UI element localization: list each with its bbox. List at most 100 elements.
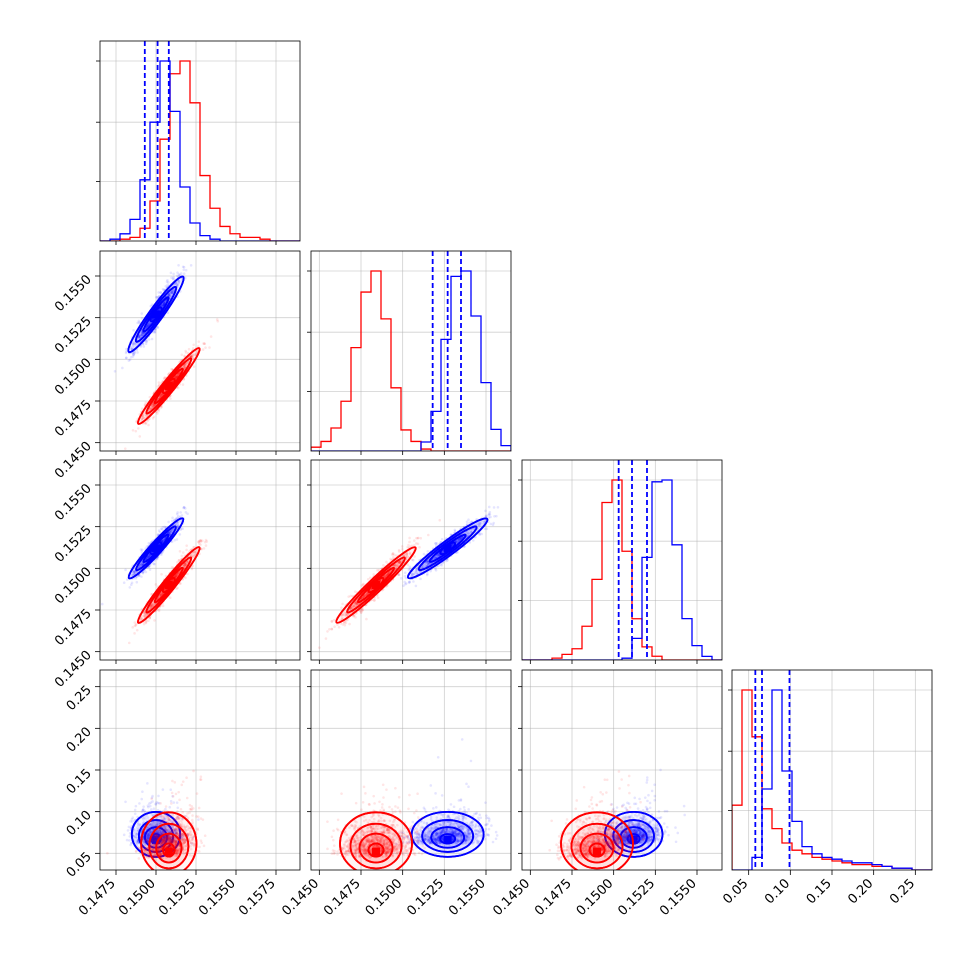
scatter-point [170, 292, 174, 295]
scatter-point [131, 343, 135, 347]
y-tick-label: 0.1500 [52, 356, 95, 399]
scatter-point [182, 505, 186, 509]
scatter-point [152, 562, 155, 566]
scatter-point [160, 394, 163, 397]
scatter-point [176, 386, 180, 390]
scatter-point [146, 324, 150, 328]
scatter-point [142, 622, 146, 626]
histogram-red [311, 270, 511, 451]
y-tick-label: 0.1550 [52, 481, 95, 524]
scatter-point [467, 518, 470, 521]
scatter-point [176, 524, 180, 528]
scatter-point [168, 293, 171, 296]
scatter-point [173, 538, 176, 542]
scatter-point [151, 403, 154, 407]
scatter-point [132, 345, 135, 348]
scatter-point [132, 342, 136, 345]
scatter-point [148, 321, 152, 325]
panel-2-1 [307, 459, 512, 664]
scatter-point [134, 623, 138, 627]
scatter-point [156, 325, 159, 329]
y-tick-label: 0.1550 [52, 272, 95, 315]
scatter-point [177, 280, 181, 284]
scatter-point [198, 542, 201, 545]
scatter-point [175, 283, 179, 287]
scatter-point [145, 325, 149, 328]
scatter-point [175, 375, 179, 379]
scatter-point [170, 290, 174, 294]
scatter-point [148, 568, 152, 571]
scatter-point [166, 311, 170, 315]
scatter-point [168, 294, 172, 298]
scatter-point [191, 354, 195, 357]
scatter-point [184, 351, 188, 354]
scatter-point [136, 321, 139, 325]
scatter-point [184, 363, 187, 366]
y-tick-label: 0.1500 [52, 565, 95, 608]
scatter-point [122, 581, 126, 585]
axis-ticks [307, 270, 487, 455]
scatter-point [168, 596, 172, 600]
scatter-point [172, 288, 176, 292]
scatter-point [160, 405, 163, 409]
density-peak [164, 382, 173, 390]
scatter-point [133, 621, 137, 624]
scatter-point [177, 372, 181, 375]
scatter-point [146, 419, 150, 422]
scatter-point [174, 522, 177, 526]
scatter-point [176, 373, 180, 377]
scatter-point [140, 312, 144, 315]
histogram-blue [100, 60, 300, 241]
scatter-point [162, 303, 165, 306]
scatter-point [489, 522, 493, 526]
panel-frame [99, 250, 301, 452]
scatter-point [159, 394, 162, 397]
scatter-point [141, 333, 145, 337]
scatter-point [177, 372, 180, 376]
scatter-point [183, 364, 187, 367]
scatter-point [165, 280, 169, 284]
scatter-point [162, 539, 165, 542]
scatter-point [140, 331, 143, 334]
scatter-point [132, 342, 136, 345]
scatter-point [170, 289, 173, 293]
scatter-point [150, 337, 154, 341]
scatter-point [167, 292, 170, 296]
scatter-point [175, 374, 178, 378]
scatter-point [133, 342, 137, 346]
scatter-point [155, 296, 159, 299]
scatter-point [178, 520, 182, 523]
scatter-point [152, 405, 155, 408]
axis-ticks [96, 60, 277, 245]
scatter-point [173, 283, 176, 286]
scatter-point [136, 351, 139, 354]
scatter-point [139, 345, 143, 348]
scatter-point [178, 273, 182, 277]
scatter-point [145, 325, 149, 328]
scatter-point [140, 332, 144, 336]
scatter-point [140, 331, 143, 335]
scatter-point [124, 347, 128, 351]
scatter-point [147, 338, 151, 341]
scatter-point [159, 393, 163, 397]
scatter-point [134, 570, 137, 574]
scatter-point [147, 323, 150, 327]
scatter-point [407, 581, 411, 584]
scatter-point [151, 403, 154, 407]
scatter-point [175, 274, 179, 278]
scatter-point [161, 539, 165, 543]
scatter-point [166, 279, 169, 282]
scatter-point [171, 277, 175, 280]
scatter-point [196, 345, 200, 348]
scatter-point [161, 538, 164, 542]
scatter-point [161, 539, 164, 542]
scatter-point [162, 539, 165, 542]
scatter-point [189, 355, 192, 359]
scatter-point [161, 604, 165, 608]
scatter-point [125, 350, 128, 353]
scatter-point [151, 417, 155, 420]
scatter-point [141, 416, 145, 420]
scatter-point [145, 413, 149, 417]
scatter-point [175, 375, 179, 378]
scatter-point [170, 367, 173, 371]
